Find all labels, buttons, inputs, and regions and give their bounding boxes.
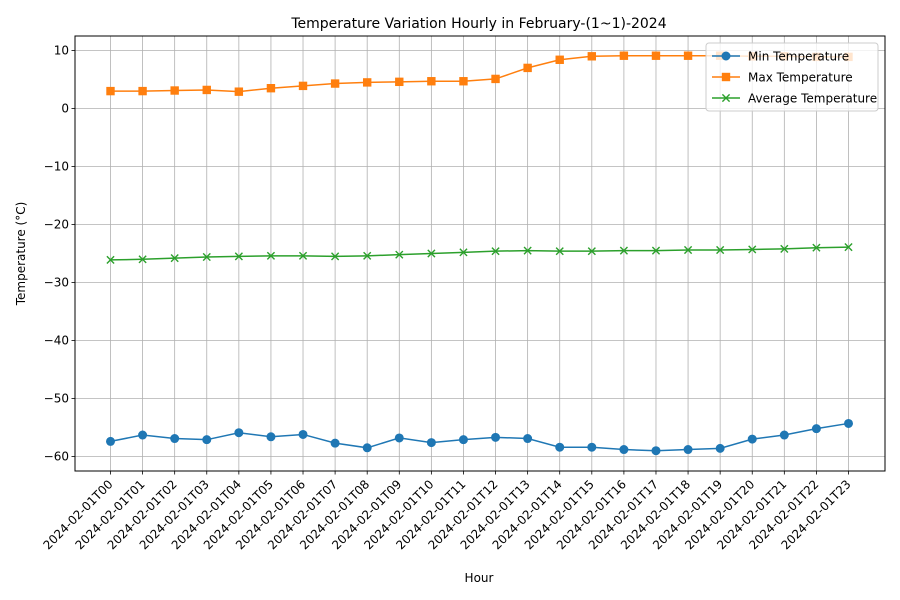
data-point — [170, 254, 179, 263]
data-point — [715, 443, 725, 453]
data-point — [812, 243, 821, 252]
data-point — [202, 252, 211, 262]
data-point — [779, 430, 789, 440]
y-axis-ticks: −60 −50 −40 −30 −20 −10 0 10 — [44, 44, 75, 464]
data-point — [394, 433, 404, 443]
data-point — [298, 429, 308, 439]
y-tick-label: −50 — [44, 392, 69, 406]
data-point — [234, 87, 244, 96]
data-point — [747, 434, 757, 444]
data-point — [459, 77, 468, 86]
data-point — [721, 93, 731, 103]
data-point — [234, 428, 244, 438]
data-point — [330, 79, 340, 88]
legend-label: Min Temperature — [748, 50, 849, 64]
data-point — [651, 246, 661, 255]
plot-frame — [74, 35, 886, 472]
data-point — [138, 430, 148, 440]
y-tick-label: −60 — [44, 450, 69, 464]
x-axis-label: Hour — [465, 571, 494, 585]
data-point — [587, 247, 596, 256]
series-line — [110, 246, 849, 261]
y-tick-label: 0 — [61, 102, 69, 116]
data-point — [555, 442, 565, 452]
data-point — [491, 247, 500, 256]
data-point — [362, 443, 372, 453]
gridlines — [75, 36, 885, 471]
data-point — [106, 436, 115, 446]
legend-entry: Max Temperature — [712, 71, 853, 85]
data-point — [138, 255, 147, 264]
data-point — [170, 86, 179, 95]
data-point — [426, 438, 436, 448]
data-point — [363, 251, 372, 260]
data-point — [491, 432, 501, 442]
data-point — [202, 435, 212, 445]
data-point — [298, 251, 308, 260]
data-point — [683, 445, 693, 455]
legend-label: Max Temperature — [748, 71, 853, 85]
series-average-temperature — [106, 243, 853, 264]
data-point — [106, 86, 115, 96]
y-tick-label: 10 — [54, 44, 69, 58]
data-point — [523, 434, 533, 444]
data-point — [683, 51, 693, 60]
data-point — [811, 424, 821, 434]
data-point — [362, 78, 372, 87]
data-point — [266, 251, 276, 260]
data-point — [716, 245, 725, 255]
data-point — [106, 255, 115, 264]
legend-box — [705, 42, 879, 112]
legend: Min Temperature Max Temperature Average Te… — [705, 42, 879, 112]
data-point — [266, 84, 276, 93]
data-point — [748, 245, 757, 254]
data-point — [202, 85, 211, 95]
data-point — [331, 252, 340, 261]
data-point — [491, 74, 500, 84]
y-tick-label: −40 — [44, 334, 69, 348]
data-point — [683, 245, 693, 255]
data-point — [651, 51, 661, 60]
y-tick-label: −20 — [44, 218, 69, 232]
data-point — [619, 246, 628, 255]
data-point — [587, 442, 597, 452]
y-axis-label: Temperature (°C) — [14, 202, 28, 307]
data-point — [330, 438, 340, 448]
data-point — [395, 77, 404, 87]
data-point — [298, 81, 308, 91]
data-point — [587, 52, 597, 61]
data-point — [721, 51, 731, 61]
data-point — [523, 246, 532, 255]
data-point — [427, 77, 436, 86]
data-point — [459, 248, 468, 257]
legend-label: Average Temperature — [748, 92, 877, 106]
data-point — [555, 247, 564, 256]
data-point — [651, 446, 661, 456]
data-point — [555, 55, 564, 64]
data-point — [844, 243, 853, 252]
data-point — [266, 432, 276, 442]
data-point — [138, 86, 147, 96]
data-point — [619, 445, 629, 455]
legend-entry: Average Temperature — [712, 92, 877, 106]
series-min-temperature — [106, 418, 853, 456]
y-tick-label: −30 — [44, 276, 69, 290]
data-point — [427, 249, 436, 258]
series-line — [110, 422, 849, 452]
data-point — [780, 244, 789, 253]
legend-entry: Min Temperature — [712, 50, 849, 64]
data-point — [523, 63, 532, 73]
data-point — [458, 435, 468, 445]
chart-title: Temperature Variation Hourly in February… — [290, 16, 666, 32]
data-point — [395, 250, 404, 259]
data-point — [619, 51, 629, 60]
data-point — [844, 418, 853, 428]
data-point — [721, 72, 731, 82]
y-tick-label: −10 — [44, 160, 69, 174]
data-point — [234, 252, 243, 261]
data-point — [170, 434, 180, 444]
